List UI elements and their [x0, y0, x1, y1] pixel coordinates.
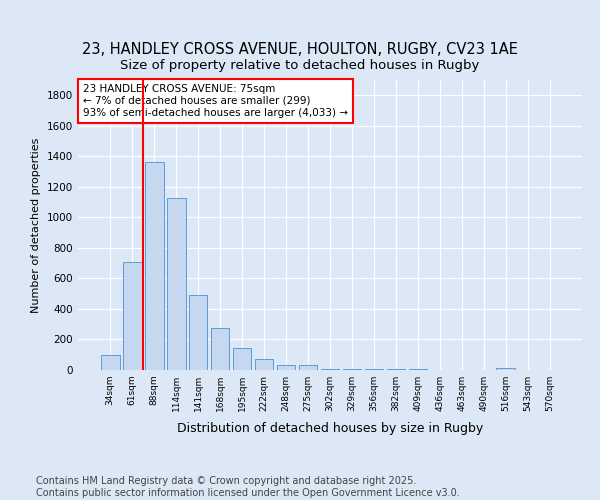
Bar	[189, 295, 208, 370]
Text: 23, HANDLEY CROSS AVENUE, HOULTON, RUGBY, CV23 1AE: 23, HANDLEY CROSS AVENUE, HOULTON, RUGBY…	[82, 42, 518, 58]
Bar	[211, 328, 229, 370]
Y-axis label: Number of detached properties: Number of detached properties	[31, 138, 41, 312]
Bar	[233, 348, 251, 370]
Text: 23 HANDLEY CROSS AVENUE: 75sqm
← 7% of detached houses are smaller (299)
93% of : 23 HANDLEY CROSS AVENUE: 75sqm ← 7% of d…	[83, 84, 348, 117]
Bar	[496, 368, 515, 370]
Bar	[299, 364, 317, 370]
Bar	[409, 369, 427, 370]
Bar	[123, 262, 142, 370]
X-axis label: Distribution of detached houses by size in Rugby: Distribution of detached houses by size …	[177, 422, 483, 436]
Bar	[343, 369, 361, 370]
Text: Size of property relative to detached houses in Rugby: Size of property relative to detached ho…	[121, 60, 479, 72]
Bar	[101, 354, 119, 370]
Bar	[386, 369, 405, 370]
Bar	[145, 162, 164, 370]
Text: Contains HM Land Registry data © Crown copyright and database right 2025.
Contai: Contains HM Land Registry data © Crown c…	[36, 476, 460, 498]
Bar	[167, 198, 185, 370]
Bar	[277, 364, 295, 370]
Bar	[255, 360, 274, 370]
Bar	[320, 369, 340, 370]
Bar	[365, 369, 383, 370]
